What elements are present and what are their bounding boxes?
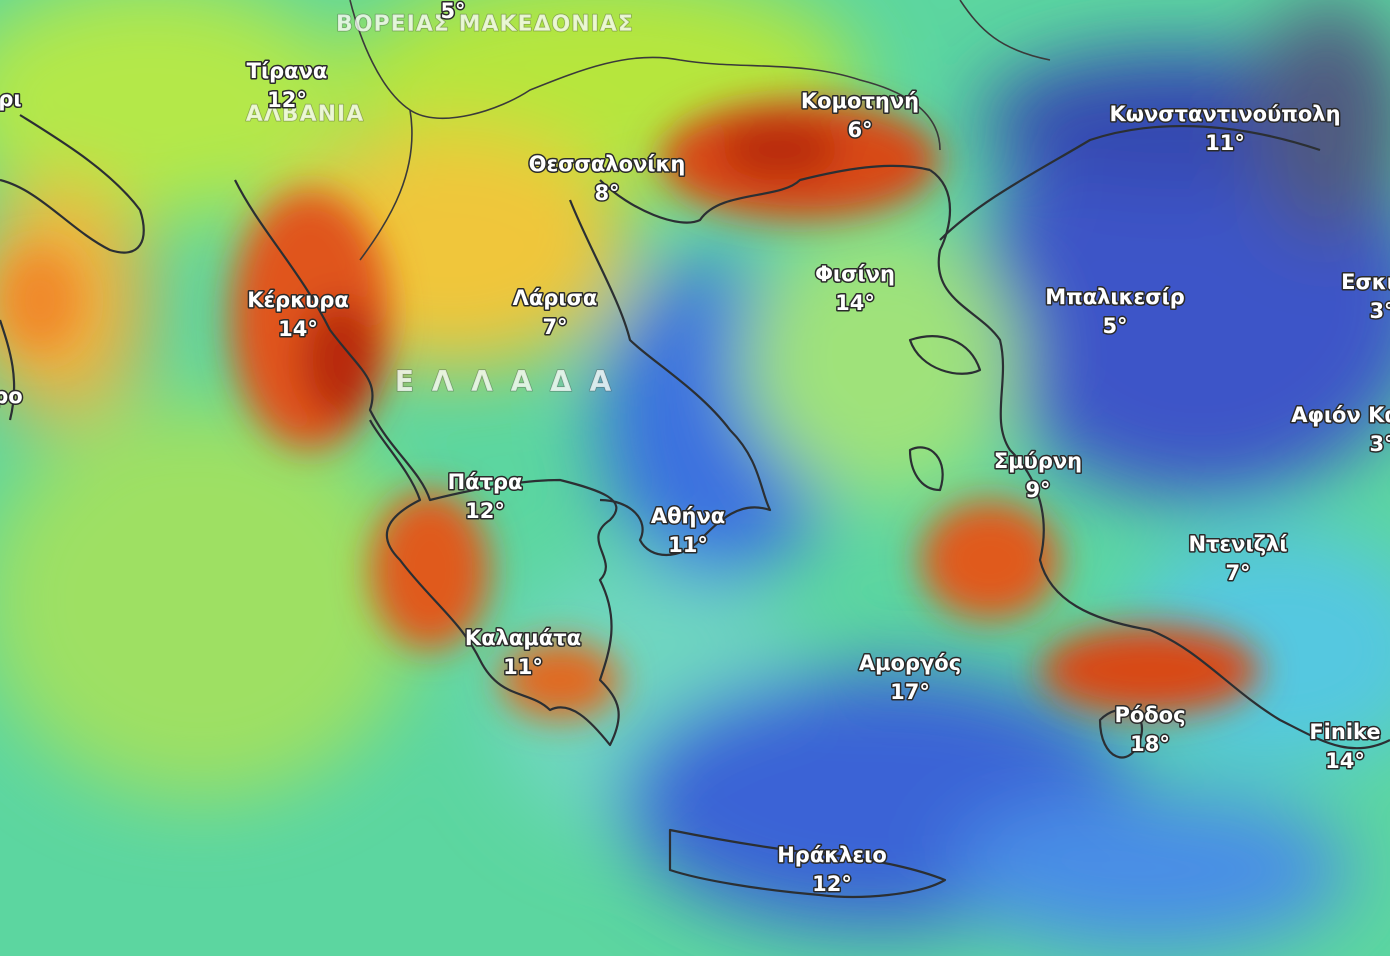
city-temperature: 3° — [1369, 432, 1390, 456]
city-temperature: 12° — [465, 499, 505, 523]
city-name: Φισίνη — [815, 262, 895, 286]
city-name: Ντενιζλί — [1188, 532, 1287, 556]
city-temperature: 12° — [812, 872, 852, 896]
city-name: Αθήνα — [651, 504, 725, 528]
city-temperature: 7° — [542, 315, 567, 339]
city-temperature: 3° — [1369, 299, 1390, 323]
city-temperature: 6° — [847, 118, 872, 142]
city-name: Αμοργός — [859, 651, 961, 675]
city-name: Λάρισα — [513, 286, 598, 310]
city-temperature: 11° — [503, 655, 543, 679]
city-temperature: 5° — [1102, 314, 1127, 338]
city-name: Ηράκλειο — [777, 843, 887, 867]
city-temperature: 9° — [1025, 478, 1050, 502]
labels: ΒΟΡΕΙΑΣ ΜΑΚΕΔΟΝΙΑΣ ΑΛΒΑΝΙΑ Ε Λ Λ Α Δ Α Τίρα… — [0, 0, 1390, 898]
city-temperature: 18° — [1130, 732, 1170, 756]
city-temperature: 5° — [440, 0, 465, 23]
city-temperature: 8° — [594, 181, 619, 205]
city-name: Κωνσταντινούπολη — [1109, 102, 1340, 126]
city-name: Κέρκυρα — [247, 288, 349, 312]
city-temperature: 11° — [1205, 131, 1245, 155]
city-name: Τίρανα — [247, 59, 328, 83]
city-name: Αφιόν Κα — [1291, 403, 1390, 427]
city-temperature: 14° — [1325, 749, 1365, 773]
city-name: ρι — [0, 87, 22, 111]
city-temperature: 17° — [890, 680, 930, 704]
city-name: Θεσσαλονίκη — [529, 152, 686, 176]
city-name: Πάτρα — [448, 470, 523, 494]
country-label: ΒΟΡΕΙΑΣ ΜΑΚΕΔΟΝΙΑΣ — [336, 12, 634, 37]
city-temperature: 11° — [668, 533, 708, 557]
city-temperature: 7° — [1225, 561, 1250, 585]
city-name: Κομοτηνή — [801, 89, 919, 113]
city-temperature: 12° — [267, 88, 307, 112]
country-label: Ε Λ Λ Α Δ Α — [395, 365, 615, 398]
city-name: ρο — [0, 384, 23, 408]
city-name: Ρόδος — [1114, 703, 1185, 727]
country-label: ΑΛΒΑΝΙΑ — [246, 102, 364, 127]
coastlines — [0, 0, 1390, 898]
city-name: Μπαλικεσίρ — [1045, 285, 1185, 309]
city-temperature: 14° — [278, 317, 318, 341]
city-name: Εσκι — [1341, 270, 1390, 294]
city-name: Σμύρνη — [994, 449, 1082, 473]
city-temperature: 14° — [835, 291, 875, 315]
city-name: Καλαμάτα — [465, 626, 581, 650]
city-name: Finike — [1309, 720, 1380, 744]
